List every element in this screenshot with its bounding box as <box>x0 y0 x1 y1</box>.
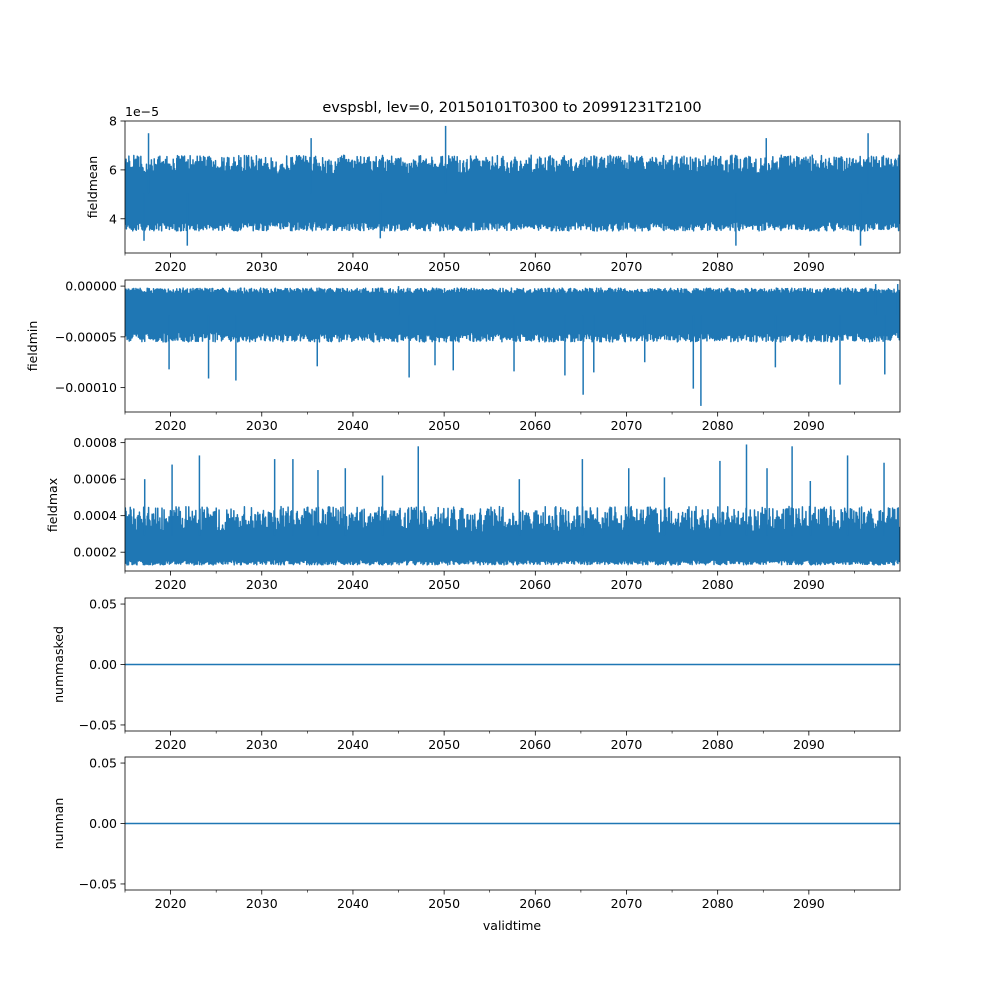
y-tick-label: −0.00010 <box>55 380 117 395</box>
x-tick-label: 2030 <box>246 418 278 433</box>
x-tick-label: 2020 <box>155 577 187 592</box>
y-tick-label: 0.0008 <box>73 435 117 450</box>
x-tick-label: 2070 <box>611 737 643 752</box>
y-tick-label: 0.05 <box>89 597 117 612</box>
panel-nummasked: 2020 2030 2040 2050 2060 2070 2080 2090 0.05 0.00… <box>51 597 901 752</box>
x-tick-label: 2090 <box>793 737 825 752</box>
y-tick-label: −0.05 <box>79 717 117 732</box>
x-tick-label: 2070 <box>611 418 643 433</box>
y-tick-label: 0.0006 <box>73 472 117 487</box>
x-tick-label: 2020 <box>155 259 187 274</box>
y-tick-label: 0.0002 <box>73 545 117 560</box>
x-tick-label: 2080 <box>702 418 734 433</box>
y-tick-label: 4 <box>109 211 117 226</box>
x-tick-label: 2020 <box>155 896 187 911</box>
x-tick-label: 2090 <box>793 259 825 274</box>
x-tick-label: 2030 <box>246 259 278 274</box>
y-tick-label: −0.05 <box>79 876 117 891</box>
x-tick-label: 2040 <box>337 577 369 592</box>
x-tick-label: 2040 <box>337 418 369 433</box>
x-tick-label: 2060 <box>519 418 551 433</box>
panel-fieldmin: 2020 2030 2040 2050 2060 2070 2080 2090 0.00000 −… <box>25 279 901 433</box>
x-tick-label: 2030 <box>246 737 278 752</box>
y-tick-label: 0.00 <box>89 657 117 672</box>
x-axis-label: validtime <box>483 918 541 933</box>
x-tick-label: 2050 <box>428 737 460 752</box>
x-tick-label: 2070 <box>611 259 643 274</box>
x-tick-label: 2040 <box>337 259 369 274</box>
x-tick-label: 2020 <box>155 418 187 433</box>
axes-frame <box>124 279 901 413</box>
panel-fieldmean: 2020 2030 2040 2050 2060 2070 2080 2090 4 6 8 1e−5 f… <box>85 104 901 274</box>
y-axis-label: nummasked <box>51 626 66 703</box>
y-tick-label: 0.00000 <box>65 279 117 294</box>
chart-title: evspsbl, lev=0, 20150101T0300 to 2099123… <box>322 100 701 116</box>
x-tick-label: 2080 <box>702 577 734 592</box>
x-tick-label: 2080 <box>702 896 734 911</box>
x-tick-label: 2080 <box>702 259 734 274</box>
x-tick-label: 2030 <box>246 896 278 911</box>
x-tick-label: 2060 <box>519 896 551 911</box>
series-line <box>125 287 900 343</box>
x-tick-label: 2020 <box>155 737 187 752</box>
axes-frame <box>124 120 901 254</box>
y-axis-label: fieldmin <box>25 321 40 372</box>
axes-frame <box>124 438 901 572</box>
x-tick-label: 2060 <box>519 737 551 752</box>
y-tick-label: 6 <box>109 162 117 177</box>
x-tick-label: 2060 <box>519 577 551 592</box>
x-tick-label: 2090 <box>793 896 825 911</box>
x-tick-label: 2070 <box>611 577 643 592</box>
x-tick-label: 2070 <box>611 896 643 911</box>
y-tick-label: 0.05 <box>89 756 117 771</box>
x-tick-label: 2050 <box>428 259 460 274</box>
y-axis-label: numnan <box>51 798 66 850</box>
y-tick-label: 8 <box>109 114 117 129</box>
x-tick-label: 2040 <box>337 896 369 911</box>
series-line <box>125 505 900 566</box>
x-tick-label: 2080 <box>702 737 734 752</box>
y-tick-label: 0.00 <box>89 816 117 831</box>
x-tick-label: 2090 <box>793 418 825 433</box>
series-line <box>125 154 900 232</box>
y-tick-label: 0.0004 <box>73 508 117 523</box>
x-tick-label: 2050 <box>428 577 460 592</box>
y-axis-label: fieldmax <box>45 478 60 532</box>
x-tick-label: 2050 <box>428 896 460 911</box>
panel-numnan: 2020 2030 2040 2050 2060 2070 2080 2090 0.05 0.00… <box>51 756 901 911</box>
y-offset-text: 1e−5 <box>125 104 159 119</box>
x-tick-label: 2040 <box>337 737 369 752</box>
x-tick-label: 2090 <box>793 577 825 592</box>
x-tick-label: 2060 <box>519 259 551 274</box>
y-tick-label: −0.00005 <box>55 329 117 344</box>
panel-fieldmax: 2020 2030 2040 2050 2060 2070 2080 2090 0.0002 0.… <box>45 435 901 592</box>
y-axis-label: fieldmean <box>85 156 100 218</box>
x-tick-label: 2050 <box>428 418 460 433</box>
x-tick-label: 2030 <box>246 577 278 592</box>
